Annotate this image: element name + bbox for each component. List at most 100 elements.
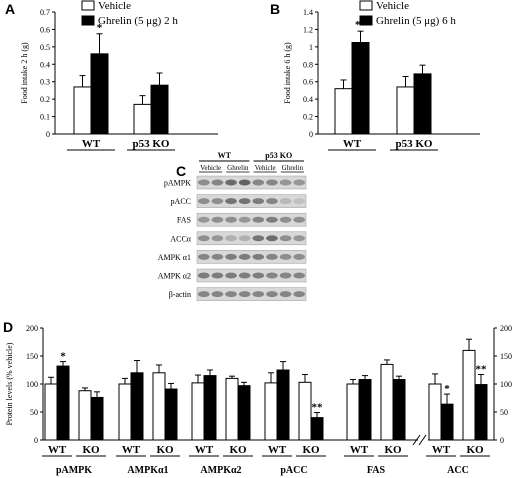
y-tick-label: 0.4 xyxy=(40,60,50,69)
blot-band xyxy=(238,179,251,186)
blot-strip xyxy=(196,287,307,301)
blot-band xyxy=(211,235,224,242)
group-label: ACC xyxy=(447,465,469,476)
blot-band xyxy=(279,179,292,186)
bar xyxy=(474,384,488,441)
blot-band xyxy=(225,253,237,260)
bar xyxy=(203,375,217,441)
blot-strip xyxy=(196,212,307,227)
blot-band xyxy=(266,253,278,260)
category-label: WT xyxy=(350,444,369,456)
blot-band xyxy=(238,235,251,242)
blot-band xyxy=(211,272,224,279)
blot-row-label: FAS xyxy=(177,216,191,225)
blot-band xyxy=(198,235,210,242)
blot-band xyxy=(198,253,210,260)
y-tick-label: 0.1 xyxy=(40,113,50,122)
blot-strip xyxy=(196,231,307,246)
bar xyxy=(152,372,166,441)
bar xyxy=(164,388,178,441)
category-label: KO xyxy=(229,444,247,456)
category-label: KO xyxy=(302,444,320,456)
blot-band xyxy=(238,253,251,260)
bar xyxy=(133,103,152,135)
y-tick-label: 0.5 xyxy=(40,43,50,52)
legend-entry: Ghrelin (5 μg) 6 h xyxy=(376,15,456,27)
blot-band xyxy=(293,253,305,260)
blot-band xyxy=(252,179,265,186)
blot-band xyxy=(225,179,237,186)
panel-letter: B xyxy=(270,1,280,17)
blot-band xyxy=(279,253,292,260)
bar xyxy=(118,383,132,441)
y-tick-label: 0.6 xyxy=(303,78,313,87)
y-tick-label-right: 150 xyxy=(500,352,512,361)
category-label: KO xyxy=(466,444,484,456)
blot-band xyxy=(252,198,265,205)
blot-strip xyxy=(196,175,307,190)
blot-band xyxy=(198,216,210,223)
panel-d: D 0 50 100 150 200 0 50 100 150 200 Protein levels … xyxy=(3,319,512,476)
bar xyxy=(90,396,104,441)
category-label: KO xyxy=(156,444,174,456)
category-label: KO xyxy=(384,444,402,456)
significance-mark: ** xyxy=(476,363,488,375)
y-tick-label: 0.6 xyxy=(40,25,50,34)
blot-band xyxy=(279,272,292,279)
bar xyxy=(276,369,290,441)
panel-c: C WT p53 KO Vehicle Ghrelin Vehicle Ghrelin pAM… xyxy=(158,151,307,301)
blot-group-label: p53 KO xyxy=(265,151,292,160)
y-tick-label: 1 xyxy=(309,43,313,52)
blot-lane-label: Ghrelin xyxy=(227,164,249,172)
panel-b: B 0 0.2 0.4 0.6 0.8 1 1.2 1.4 Food intake 6 h (g)… xyxy=(270,0,480,151)
bar xyxy=(191,382,205,441)
blot-band xyxy=(266,216,278,223)
y-tick-label: 50 xyxy=(30,408,38,417)
blot-band xyxy=(238,272,251,279)
bar xyxy=(130,372,144,441)
blot-band xyxy=(198,291,210,298)
bar xyxy=(56,365,70,441)
significance-mark: * xyxy=(60,351,66,363)
blot-band xyxy=(211,198,224,205)
category-label: WT xyxy=(268,444,287,456)
group-label: AMPKα2 xyxy=(200,465,241,476)
bar xyxy=(44,383,58,441)
y-tick-label: 1.2 xyxy=(303,25,313,34)
blot-band xyxy=(225,216,237,223)
blot-band xyxy=(293,235,305,242)
legend-entry: Ghrelin (5 μg) 2 h xyxy=(98,15,178,27)
y-tick-label: 0.2 xyxy=(40,95,50,104)
y-tick-label-right: 0 xyxy=(500,436,504,445)
group-label: AMPKα1 xyxy=(127,465,168,476)
category-label: WT xyxy=(82,138,101,150)
blot-row-label: AMPK α1 xyxy=(158,253,191,262)
category-label: WT xyxy=(48,444,67,456)
blot-band xyxy=(266,198,278,205)
bar xyxy=(413,73,432,135)
y-tick-label-right: 100 xyxy=(500,380,512,389)
bar xyxy=(346,383,360,441)
blot-band xyxy=(198,272,210,279)
bar xyxy=(440,403,454,441)
group-label: pAMPK xyxy=(56,465,92,476)
y-axis-label: Food intake 6 h (g) xyxy=(283,42,292,104)
blot-band xyxy=(211,216,224,223)
legend-entry: Vehicle xyxy=(376,0,409,12)
blot-band xyxy=(238,216,251,223)
panel-letter: C xyxy=(176,163,186,179)
significance-mark: * xyxy=(97,22,103,34)
bar xyxy=(225,377,239,441)
blot-band xyxy=(279,216,292,223)
y-tick-label: 0.7 xyxy=(40,8,50,17)
bar xyxy=(264,382,278,441)
y-tick-label-right: 50 xyxy=(500,408,508,417)
blot-row-label: pACC xyxy=(171,197,191,206)
blot-band xyxy=(293,198,305,205)
blot-band xyxy=(225,198,237,205)
legend-swatch xyxy=(359,15,373,26)
blot-band xyxy=(238,198,251,205)
category-label: KO xyxy=(82,444,100,456)
y-tick-label: 100 xyxy=(26,380,38,389)
